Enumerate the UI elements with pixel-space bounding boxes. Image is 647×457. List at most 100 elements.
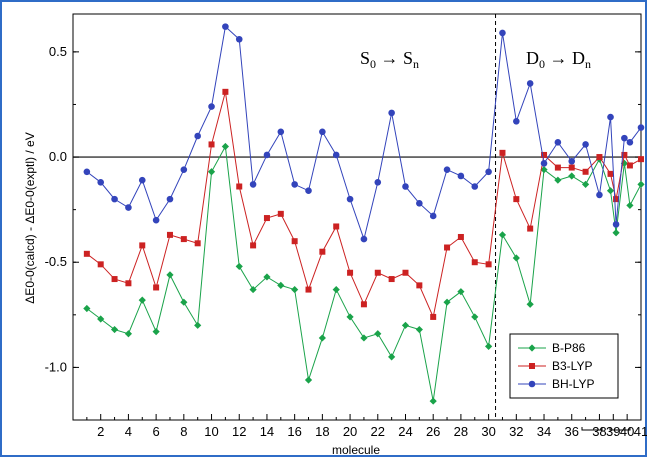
data-point <box>499 150 505 156</box>
x-axis-title: molecule <box>332 443 380 457</box>
data-point <box>209 141 215 147</box>
data-point <box>139 242 145 248</box>
data-point <box>278 129 285 136</box>
data-point <box>153 328 160 335</box>
data-point <box>97 179 104 186</box>
data-point <box>333 286 340 293</box>
data-point <box>637 181 644 188</box>
data-point <box>208 168 215 175</box>
data-point <box>278 211 284 217</box>
x-tick-label: 32 <box>509 424 523 439</box>
data-point <box>541 160 548 167</box>
data-point <box>613 221 620 228</box>
data-point <box>569 165 575 171</box>
data-point <box>471 313 478 320</box>
legend-swatch-marker <box>529 381 536 388</box>
data-point <box>527 301 534 308</box>
x-tick-label: 38 <box>592 424 606 439</box>
data-point <box>360 334 367 341</box>
data-point <box>167 196 174 203</box>
data-point <box>527 226 533 232</box>
data-point <box>347 270 353 276</box>
data-point <box>222 23 229 30</box>
series-line <box>87 92 641 317</box>
data-point <box>153 217 160 224</box>
data-point <box>84 168 91 175</box>
x-tick-label: 30 <box>481 424 495 439</box>
x-tick-label: 14 <box>260 424 274 439</box>
x-tick-label: 16 <box>287 424 301 439</box>
data-point <box>638 156 644 162</box>
x-tick-label: 12 <box>232 424 246 439</box>
y-tick-label: -1.0 <box>45 359 67 374</box>
annotation-d0-dn: D0 → Dn <box>526 48 591 71</box>
data-point <box>513 118 520 125</box>
data-point <box>112 276 118 282</box>
data-point <box>374 179 381 186</box>
data-point <box>416 326 423 333</box>
data-point <box>195 240 201 246</box>
data-point <box>264 215 270 221</box>
legend-label: B-P86 <box>552 341 586 355</box>
legend-label: BH-LYP <box>552 377 594 391</box>
x-tick-label: 2 <box>97 424 104 439</box>
x-tick-label: 26 <box>426 424 440 439</box>
legend-label: B3-LYP <box>552 359 592 373</box>
data-point <box>568 172 575 179</box>
data-point <box>194 133 201 140</box>
data-point <box>612 229 619 236</box>
data-point <box>402 322 409 329</box>
data-point <box>361 301 367 307</box>
data-point <box>555 139 562 146</box>
data-point <box>333 223 339 229</box>
data-point <box>638 124 645 131</box>
data-point <box>472 259 478 265</box>
data-point <box>582 141 589 148</box>
data-point <box>607 187 614 194</box>
data-point <box>346 313 353 320</box>
data-point <box>194 322 201 329</box>
data-point <box>444 166 451 173</box>
data-point <box>485 168 492 175</box>
data-point <box>125 330 132 337</box>
data-point <box>222 143 229 150</box>
x-tick-label: 28 <box>454 424 468 439</box>
data-point <box>596 192 603 199</box>
data-point <box>374 330 381 337</box>
data-point <box>555 165 561 171</box>
data-point <box>180 299 187 306</box>
data-point <box>596 154 602 160</box>
data-point <box>139 296 146 303</box>
data-point <box>98 261 104 267</box>
x-tick-label: 34 <box>537 424 551 439</box>
data-point <box>499 30 506 37</box>
data-point <box>388 110 395 117</box>
data-point <box>167 232 173 238</box>
data-point <box>527 80 534 87</box>
data-point <box>430 213 437 220</box>
data-point <box>250 242 256 248</box>
y-tick-label: 0.5 <box>49 44 67 59</box>
data-point <box>250 181 257 188</box>
data-point <box>627 139 634 146</box>
data-point <box>416 200 423 207</box>
data-point <box>583 169 589 175</box>
data-point <box>84 251 90 257</box>
data-point <box>347 196 354 203</box>
data-point <box>181 166 188 173</box>
x-tick-label: 39 <box>606 424 620 439</box>
x-tick-label: 41 <box>634 424 647 439</box>
data-point <box>181 236 187 242</box>
data-point <box>291 286 298 293</box>
legend-swatch-marker <box>529 363 535 369</box>
x-tick-label: 10 <box>204 424 218 439</box>
data-point <box>305 187 312 194</box>
data-point <box>208 103 215 110</box>
data-point <box>627 162 633 168</box>
x-tick-label: 22 <box>371 424 385 439</box>
annotation-s0-sn: S0 → Sn <box>360 48 419 71</box>
x-tick-label: 4 <box>125 424 132 439</box>
data-point <box>621 135 628 142</box>
data-point <box>389 276 395 282</box>
y-tick-label: -0.5 <box>45 254 67 269</box>
